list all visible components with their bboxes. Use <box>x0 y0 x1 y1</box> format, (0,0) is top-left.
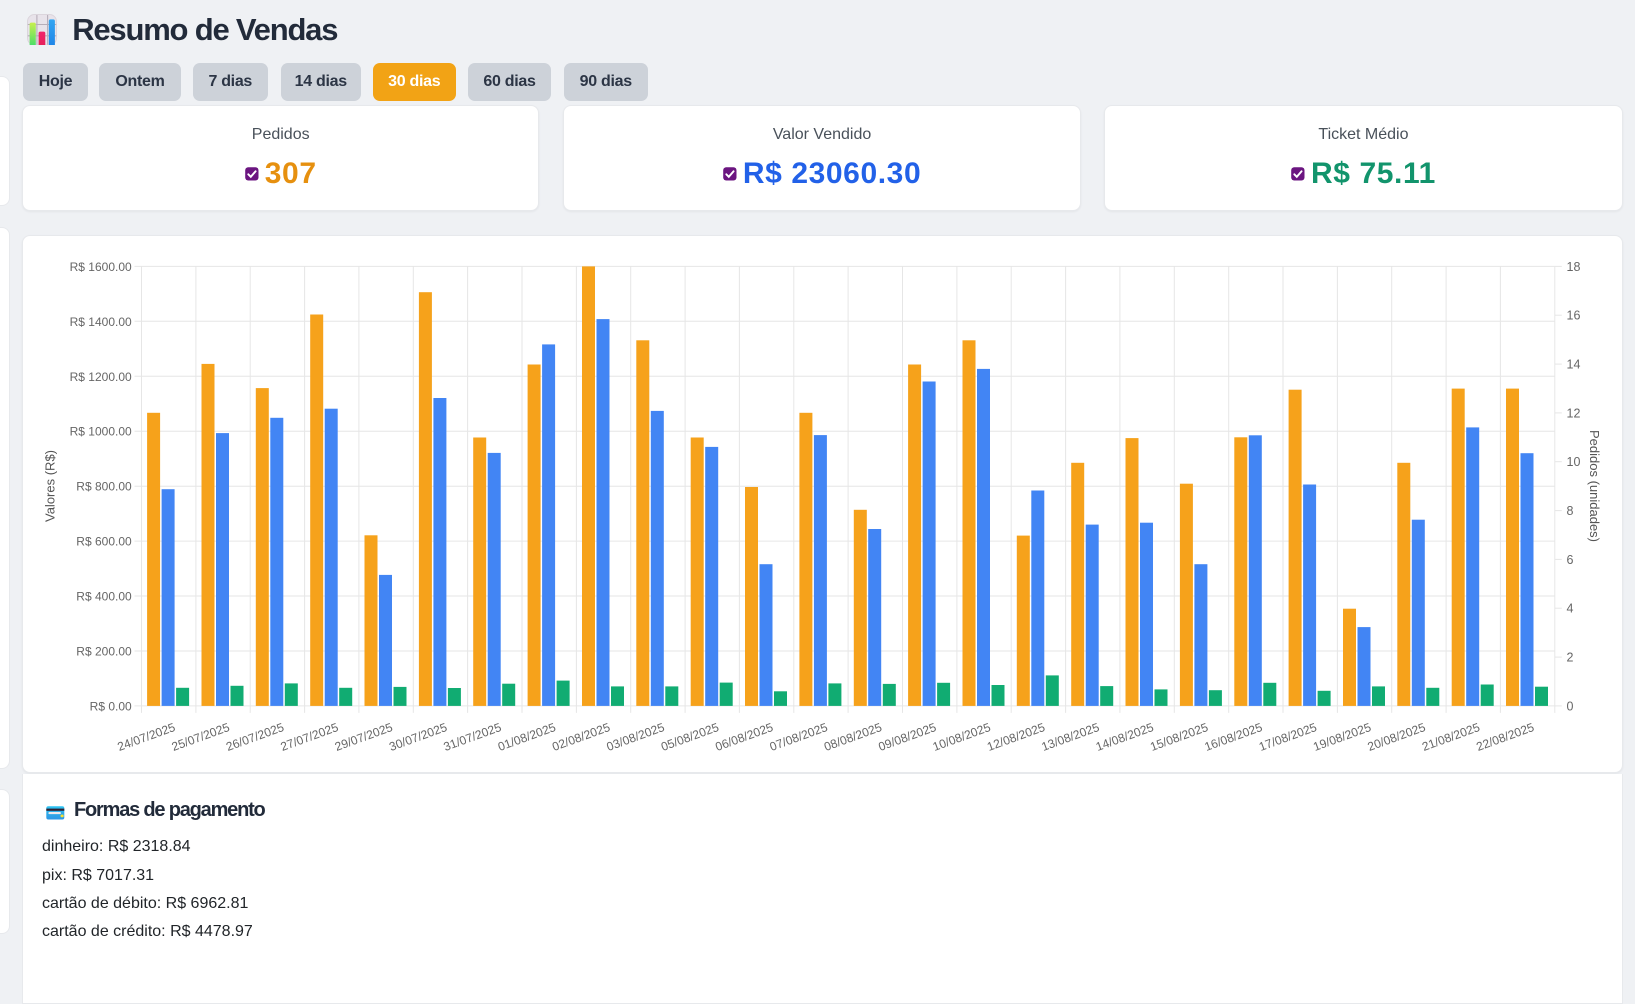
svg-text:22/08/2025: 22/08/2025 <box>1474 720 1536 754</box>
svg-text:03/08/2025: 03/08/2025 <box>605 720 667 754</box>
svg-text:R$ 1200.00: R$ 1200.00 <box>70 369 132 383</box>
svg-text:Valores (R$): Valores (R$) <box>43 450 58 522</box>
svg-text:8: 8 <box>1567 504 1574 518</box>
svg-text:15/08/2025: 15/08/2025 <box>1148 720 1210 754</box>
svg-text:09/08/2025: 09/08/2025 <box>876 720 938 754</box>
svg-text:29/07/2025: 29/07/2025 <box>333 720 395 754</box>
svg-text:R$ 1000.00: R$ 1000.00 <box>70 424 132 438</box>
svg-text:12: 12 <box>1567 406 1581 420</box>
svg-text:10: 10 <box>1567 455 1581 469</box>
svg-text:27/07/2025: 27/07/2025 <box>279 720 341 754</box>
svg-text:16/08/2025: 16/08/2025 <box>1203 720 1265 754</box>
svg-text:14: 14 <box>1567 357 1581 371</box>
svg-text:R$ 0.00: R$ 0.00 <box>90 699 132 713</box>
svg-text:6: 6 <box>1567 553 1574 567</box>
svg-text:31/07/2025: 31/07/2025 <box>442 720 504 754</box>
svg-text:18: 18 <box>1567 260 1581 274</box>
svg-text:02/08/2025: 02/08/2025 <box>550 720 612 754</box>
svg-text:06/08/2025: 06/08/2025 <box>713 720 775 754</box>
svg-text:30/07/2025: 30/07/2025 <box>387 720 449 754</box>
svg-text:08/08/2025: 08/08/2025 <box>822 720 884 754</box>
svg-text:13/08/2025: 13/08/2025 <box>1040 720 1102 754</box>
svg-text:10/08/2025: 10/08/2025 <box>931 720 993 754</box>
svg-text:16: 16 <box>1567 308 1581 322</box>
svg-text:R$ 1600.00: R$ 1600.00 <box>70 260 132 274</box>
svg-text:20/08/2025: 20/08/2025 <box>1366 720 1428 754</box>
svg-text:0: 0 <box>1567 699 1574 713</box>
svg-text:24/07/2025: 24/07/2025 <box>115 720 177 754</box>
svg-text:R$ 800.00: R$ 800.00 <box>76 479 132 493</box>
svg-text:2: 2 <box>1567 650 1574 664</box>
svg-text:R$ 600.00: R$ 600.00 <box>76 534 132 548</box>
svg-text:17/08/2025: 17/08/2025 <box>1257 720 1319 754</box>
svg-text:21/08/2025: 21/08/2025 <box>1420 720 1482 754</box>
svg-text:26/07/2025: 26/07/2025 <box>224 720 286 754</box>
svg-text:12/08/2025: 12/08/2025 <box>985 720 1047 754</box>
svg-text:19/08/2025: 19/08/2025 <box>1311 720 1373 754</box>
svg-text:25/07/2025: 25/07/2025 <box>170 720 232 754</box>
svg-text:R$ 200.00: R$ 200.00 <box>76 644 132 658</box>
svg-text:R$ 400.00: R$ 400.00 <box>76 589 132 603</box>
svg-text:14/08/2025: 14/08/2025 <box>1094 720 1156 754</box>
svg-text:01/08/2025: 01/08/2025 <box>496 720 558 754</box>
svg-text:05/08/2025: 05/08/2025 <box>659 720 721 754</box>
svg-text:4: 4 <box>1567 601 1574 615</box>
svg-text:Pedidos (unidades): Pedidos (unidades) <box>1587 430 1602 542</box>
svg-text:R$ 1400.00: R$ 1400.00 <box>70 314 132 328</box>
svg-text:07/08/2025: 07/08/2025 <box>768 720 830 754</box>
